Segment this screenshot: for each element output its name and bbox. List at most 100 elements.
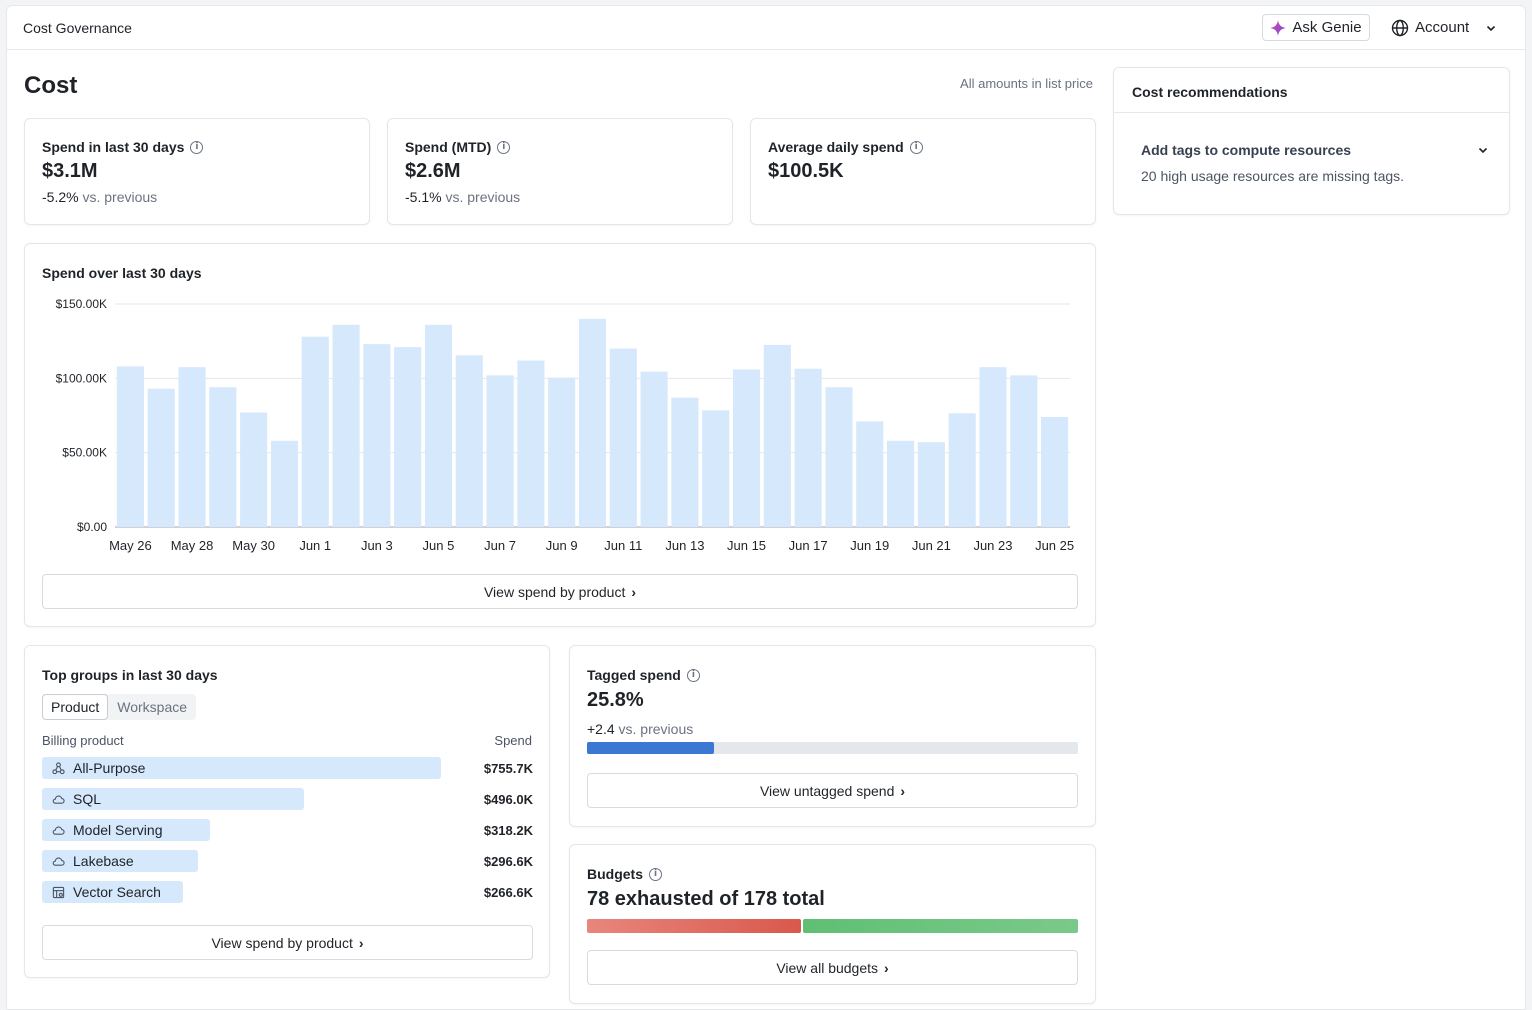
spend-bar[interactable] xyxy=(917,442,945,527)
spend-bar[interactable] xyxy=(240,412,268,527)
info-icon[interactable]: i xyxy=(649,867,662,881)
spend-bar[interactable] xyxy=(548,377,576,527)
spend-bar[interactable] xyxy=(455,355,483,527)
spend-bar[interactable] xyxy=(517,360,545,527)
x-tick-label: Jun 21 xyxy=(912,538,951,553)
account-menu-button[interactable]: Account xyxy=(1391,14,1501,41)
recommendation-item[interactable]: Add tags to compute resources 20 high us… xyxy=(1141,142,1489,184)
recommendation-desc: 20 high usage resources are missing tags… xyxy=(1141,168,1405,184)
spend-bar[interactable] xyxy=(332,324,360,527)
tab-product[interactable]: Product xyxy=(42,694,109,720)
spend-bar[interactable] xyxy=(486,375,514,527)
x-tick-label: Jun 17 xyxy=(789,538,828,553)
account-label: Account xyxy=(1415,19,1470,36)
spend-bar[interactable] xyxy=(1041,416,1069,527)
spend-bar[interactable] xyxy=(702,410,730,527)
spend-bar[interactable] xyxy=(116,366,144,527)
budgets-exhausted-bar xyxy=(587,919,802,933)
spend-bar[interactable] xyxy=(763,344,791,527)
view-spend-by-product-button[interactable]: View spend by product › xyxy=(42,574,1078,609)
chevron-right-icon: › xyxy=(900,782,906,799)
x-tick-label: Jun 9 xyxy=(546,538,578,553)
group-row[interactable]: Vector Search $266.6K xyxy=(42,881,533,903)
spend-bar[interactable] xyxy=(394,347,422,527)
spend-bar-chart: $0.00 $50.00K $100.00K $150.00K May 26 May 28… xyxy=(56,297,1075,553)
button-label: View spend by product xyxy=(483,583,626,600)
view-untagged-spend-button[interactable]: View untagged spend › xyxy=(587,773,1078,808)
spend-bar[interactable] xyxy=(424,324,453,527)
budgets-card: Budgets i 78 exhausted of 178 total View… xyxy=(569,844,1096,1004)
info-icon[interactable]: i xyxy=(497,140,511,154)
group-bar xyxy=(42,850,199,872)
chevron-right-icon: › xyxy=(884,959,889,976)
stat-title: Average daily spend xyxy=(768,139,904,155)
button-label: View untagged spend xyxy=(759,782,895,799)
spend-bar[interactable] xyxy=(640,371,668,527)
x-tick-label: Jun 19 xyxy=(850,538,889,553)
spend-bar[interactable] xyxy=(209,387,237,527)
spend-bar[interactable] xyxy=(609,348,637,527)
info-icon[interactable]: i xyxy=(190,140,204,154)
stat-card-spend-mtd: Spend (MTD) i $2.6M -5.1% vs. previous xyxy=(387,118,733,225)
group-label: Vector Search xyxy=(73,884,161,900)
group-label: SQL xyxy=(73,791,102,807)
stat-value: $3.1M xyxy=(42,160,98,182)
cost-recommendations-panel: Cost recommendations Add tags to compute… xyxy=(1113,67,1510,215)
price-note: All amounts in list price xyxy=(960,76,1093,91)
spend-chart-card: Spend over last 30 days $0.00 $50.00K $100… xyxy=(24,243,1096,627)
top-groups-card: Top groups in last 30 days Product Works… xyxy=(24,645,550,978)
globe-icon xyxy=(1391,19,1409,36)
group-label: Lakebase xyxy=(73,853,134,869)
spend-bar[interactable] xyxy=(979,367,1007,527)
stat-title: Spend in last 30 days xyxy=(42,139,185,155)
stat-delta: -5.1% xyxy=(405,189,442,205)
y-tick-label: $50.00K xyxy=(62,446,107,460)
ask-genie-button[interactable]: Ask Genie xyxy=(1262,14,1370,41)
spend-bar[interactable] xyxy=(732,369,761,527)
group-label: All-Purpose xyxy=(73,760,146,776)
spend-bar[interactable] xyxy=(363,344,391,527)
info-icon[interactable]: i xyxy=(909,140,923,154)
stat-card-average-daily: Average daily spend i $100.5K xyxy=(750,118,1096,225)
spend-bar[interactable] xyxy=(825,387,853,527)
spend-bar[interactable] xyxy=(887,440,915,527)
spend-bar[interactable] xyxy=(270,440,298,527)
cluster-icon xyxy=(52,761,65,774)
group-tabs: Product Workspace xyxy=(42,694,197,720)
budgets-progress xyxy=(587,919,1078,933)
budgets-summary: 78 exhausted of 178 total xyxy=(587,888,825,910)
panel-divider xyxy=(1114,112,1509,113)
info-icon[interactable]: i xyxy=(686,668,700,682)
group-row[interactable]: SQL $496.0K xyxy=(42,788,533,810)
tagged-delta-suffix: vs. previous xyxy=(618,721,694,737)
spend-bar[interactable] xyxy=(301,336,329,527)
spend-bar[interactable] xyxy=(794,368,822,527)
x-tick-label: Jun 7 xyxy=(484,538,516,553)
view-all-budgets-button[interactable]: View all budgets › xyxy=(587,950,1078,985)
group-row[interactable]: All-Purpose $755.7K xyxy=(42,757,533,779)
tagged-progress-track xyxy=(587,742,1078,754)
group-bar xyxy=(42,757,441,779)
spend-bar[interactable] xyxy=(671,397,699,527)
chevron-down-icon[interactable] xyxy=(1477,144,1489,156)
group-row[interactable]: Lakebase $296.6K xyxy=(42,850,533,872)
stat-delta-suffix: vs. previous xyxy=(82,189,158,205)
spend-bar[interactable] xyxy=(578,318,607,527)
budgets-ok-bar xyxy=(803,919,1078,933)
x-tick-label: May 26 xyxy=(109,538,152,553)
spend-bar[interactable] xyxy=(856,421,884,527)
group-row[interactable]: Model Serving $318.2K xyxy=(42,819,533,841)
chevron-down-icon xyxy=(1487,25,1496,31)
stat-delta: -5.2% xyxy=(42,189,79,205)
tagged-delta: +2.4 xyxy=(587,721,615,737)
spend-bar[interactable] xyxy=(1010,375,1038,527)
tab-workspace[interactable]: Workspace xyxy=(108,694,196,720)
breadcrumb[interactable]: Cost Governance xyxy=(23,19,132,36)
chevron-right-icon: › xyxy=(631,583,637,600)
view-spend-by-product-button-bottom[interactable]: View spend by product › xyxy=(42,925,533,960)
x-tick-label: Jun 5 xyxy=(423,538,455,553)
spend-bar[interactable] xyxy=(147,388,175,527)
spend-bar[interactable] xyxy=(178,367,206,527)
cloud-icon xyxy=(52,857,65,866)
spend-bar[interactable] xyxy=(948,413,976,527)
